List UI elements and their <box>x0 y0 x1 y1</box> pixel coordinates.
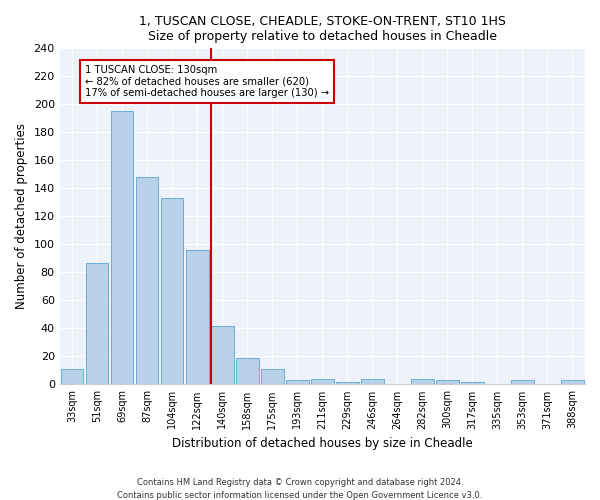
Text: Contains HM Land Registry data © Crown copyright and database right 2024.
Contai: Contains HM Land Registry data © Crown c… <box>118 478 482 500</box>
Bar <box>111 112 133 384</box>
Bar <box>61 369 83 384</box>
Bar <box>186 250 209 384</box>
Bar <box>261 369 284 384</box>
Bar <box>286 380 308 384</box>
Bar <box>561 380 584 384</box>
Title: 1, TUSCAN CLOSE, CHEADLE, STOKE-ON-TRENT, ST10 1HS
Size of property relative to : 1, TUSCAN CLOSE, CHEADLE, STOKE-ON-TRENT… <box>139 15 506 43</box>
X-axis label: Distribution of detached houses by size in Cheadle: Distribution of detached houses by size … <box>172 437 473 450</box>
Bar <box>361 379 383 384</box>
Bar <box>411 379 434 384</box>
Bar <box>211 326 233 384</box>
Bar <box>511 380 534 384</box>
Bar <box>161 198 184 384</box>
Bar <box>336 382 359 384</box>
Bar <box>136 177 158 384</box>
Y-axis label: Number of detached properties: Number of detached properties <box>15 124 28 310</box>
Bar <box>461 382 484 384</box>
Bar <box>436 380 458 384</box>
Bar <box>236 358 259 384</box>
Bar <box>311 379 334 384</box>
Text: 1 TUSCAN CLOSE: 130sqm
← 82% of detached houses are smaller (620)
17% of semi-de: 1 TUSCAN CLOSE: 130sqm ← 82% of detached… <box>85 65 329 98</box>
Bar <box>86 262 109 384</box>
